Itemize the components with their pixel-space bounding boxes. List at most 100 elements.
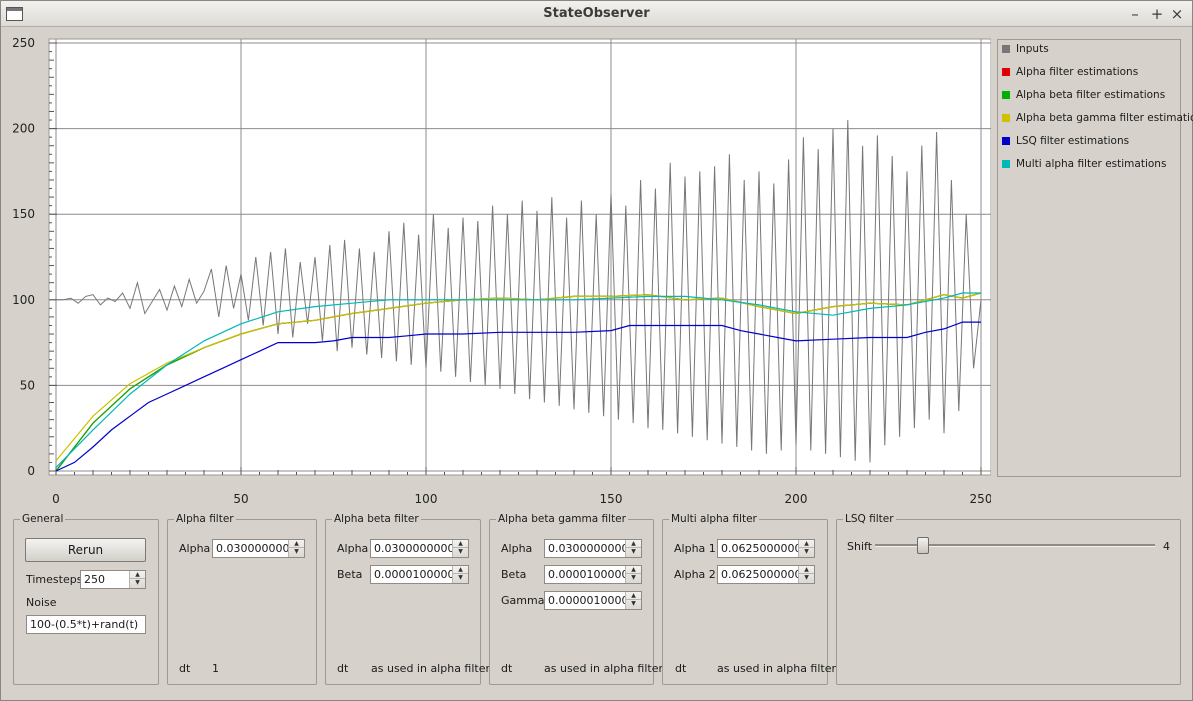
legend-label: Multi alpha filter estimations [1016, 158, 1167, 170]
spin-up-icon[interactable]: ▲ [799, 566, 814, 574]
multi-alpha-filter-group-title: Multi alpha filter [669, 513, 759, 525]
shift-value: 4 [1163, 540, 1170, 553]
legend-item-alpha-beta: Alpha beta filter estimations [1002, 89, 1165, 103]
ab-alpha-spinbox[interactable]: 0.0300000000 ▲ ▼ [370, 539, 469, 558]
dt-label: dt [179, 662, 191, 675]
ab-beta-value: 0.0000100000 [374, 568, 455, 581]
spin-up-icon[interactable]: ▲ [130, 571, 145, 579]
spin-up-icon[interactable]: ▲ [626, 540, 641, 548]
spin-up-icon[interactable]: ▲ [626, 566, 641, 574]
dt-value: 1 [212, 662, 219, 675]
timesteps-spin-buttons[interactable]: ▲ ▼ [129, 571, 145, 588]
ab-beta-spin-buttons[interactable]: ▲ ▼ [452, 566, 468, 583]
spin-up-icon[interactable]: ▲ [799, 540, 814, 548]
plot-area: 0 50 100 150 200 250 0 50 100 150 200 250 [1, 28, 991, 510]
legend-item-multi-alpha: Multi alpha filter estimations [1002, 158, 1166, 172]
ma-alpha1-spinbox[interactable]: 0.0625000000 ▲ ▼ [717, 539, 815, 558]
y-tick-label: 250 [12, 36, 35, 50]
legend-item-lsq: LSQ filter estimations [1002, 135, 1129, 149]
alpha-filter-group-title: Alpha filter [174, 513, 236, 525]
plot-legend: Inputs Alpha filter estimations Alpha be… [997, 39, 1193, 477]
spin-up-icon[interactable]: ▲ [289, 540, 304, 548]
ab-beta-label: Beta [337, 568, 363, 581]
abg-alpha-label: Alpha [501, 542, 533, 555]
alpha-beta-filter-group: Alpha beta filter [325, 513, 481, 685]
window-menu-icon[interactable] [6, 7, 23, 21]
abg-gamma-value: 0.0000010000 [548, 594, 629, 607]
abg-beta-label: Beta [501, 568, 527, 581]
alpha-label: Alpha [179, 542, 211, 555]
ma-alpha1-spin-buttons[interactable]: ▲ ▼ [798, 540, 814, 557]
title-bar[interactable]: StateObserver – + × [1, 1, 1192, 27]
ma-alpha2-value: 0.0625000000 [721, 568, 802, 581]
x-tick-label: 50 [233, 492, 248, 506]
legend-label: Inputs [1016, 43, 1049, 55]
abg-alpha-value: 0.0300000000 [548, 542, 629, 555]
spin-up-icon[interactable]: ▲ [453, 566, 468, 574]
y-tick-label: 100 [12, 293, 35, 307]
spin-down-icon[interactable]: ▼ [135, 579, 140, 586]
x-tick-label: 150 [600, 492, 623, 506]
ma-dt-value: as used in alpha filter [717, 662, 837, 675]
abg-gamma-spinbox[interactable]: 0.0000010000 ▲ ▼ [544, 591, 642, 610]
series-line-5 [55, 321, 981, 472]
legend-swatch [1002, 68, 1010, 76]
rerun-button[interactable]: Rerun [25, 538, 146, 562]
legend-item-alpha-beta-gamma: Alpha beta gamma filter estimations [1002, 112, 1193, 126]
ma-alpha2-spin-buttons[interactable]: ▲ ▼ [798, 566, 814, 583]
legend-label: Alpha beta gamma filter estimations [1016, 112, 1193, 124]
spin-down-icon[interactable]: ▼ [631, 600, 636, 607]
timesteps-value: 250 [84, 573, 105, 586]
abg-gamma-spin-buttons[interactable]: ▲ ▼ [625, 592, 641, 609]
ma-alpha2-spinbox[interactable]: 0.0625000000 ▲ ▼ [717, 565, 815, 584]
close-button[interactable]: × [1170, 5, 1184, 23]
legend-item-inputs: Inputs [1002, 43, 1049, 57]
spin-down-icon[interactable]: ▼ [458, 548, 463, 555]
shift-slider-groove[interactable] [875, 544, 1155, 547]
general-group-title: General [20, 513, 66, 525]
spin-down-icon[interactable]: ▼ [631, 548, 636, 555]
ab-alpha-spin-buttons[interactable]: ▲ ▼ [452, 540, 468, 557]
x-tick-label: 0 [52, 492, 60, 506]
ma-alpha1-value: 0.0625000000 [721, 542, 802, 555]
spin-down-icon[interactable]: ▼ [804, 548, 809, 555]
ma-alpha1-label: Alpha 1 [674, 542, 716, 555]
abg-gamma-label: Gamma [501, 594, 545, 607]
minimize-button[interactable]: – [1131, 5, 1139, 23]
spin-up-icon[interactable]: ▲ [453, 540, 468, 548]
alpha-spinbox[interactable]: 0.0300000000 ▲ ▼ [212, 539, 305, 558]
legend-swatch [1002, 91, 1010, 99]
timesteps-spinbox[interactable]: 250 ▲ ▼ [80, 570, 146, 589]
series-line-6 [55, 292, 981, 469]
alpha-beta-gamma-filter-group-title: Alpha beta gamma filter [496, 513, 628, 525]
spin-down-icon[interactable]: ▼ [631, 574, 636, 581]
legend-swatch [1002, 45, 1010, 53]
maximize-button[interactable]: + [1150, 5, 1164, 23]
alpha-filter-group: Alpha filter [167, 513, 317, 685]
spin-down-icon[interactable]: ▼ [804, 574, 809, 581]
y-tick-label: 200 [12, 122, 35, 136]
timesteps-label: Timesteps [26, 573, 83, 586]
abg-alpha-spinbox[interactable]: 0.0300000000 ▲ ▼ [544, 539, 642, 558]
shift-slider-handle[interactable] [916, 537, 929, 554]
abg-dt-value: as used in alpha filter [544, 662, 664, 675]
abg-alpha-spin-buttons[interactable]: ▲ ▼ [625, 540, 641, 557]
legend-label: Alpha beta filter estimations [1016, 89, 1166, 101]
spin-up-icon[interactable]: ▲ [626, 592, 641, 600]
spin-down-icon[interactable]: ▼ [294, 548, 299, 555]
legend-swatch [1002, 114, 1010, 122]
abg-beta-spinbox[interactable]: 0.0000100000 ▲ ▼ [544, 565, 642, 584]
spin-down-icon[interactable]: ▼ [458, 574, 463, 581]
ab-dt-value: as used in alpha filter [371, 662, 491, 675]
ab-beta-spinbox[interactable]: 0.0000100000 ▲ ▼ [370, 565, 469, 584]
ab-alpha-label: Alpha [337, 542, 369, 555]
x-tick-label: 250 [970, 492, 991, 506]
x-tick-label: 100 [415, 492, 438, 506]
general-group: General [13, 513, 159, 685]
y-tick-label: 50 [20, 378, 35, 392]
abg-beta-spin-buttons[interactable]: ▲ ▼ [625, 566, 641, 583]
alpha-value: 0.0300000000 [216, 542, 297, 555]
alpha-beta-filter-group-title: Alpha beta filter [332, 513, 421, 525]
noise-input[interactable]: 100-(0.5*t)+rand(t) [26, 615, 146, 634]
alpha-spin-buttons[interactable]: ▲ ▼ [288, 540, 304, 557]
